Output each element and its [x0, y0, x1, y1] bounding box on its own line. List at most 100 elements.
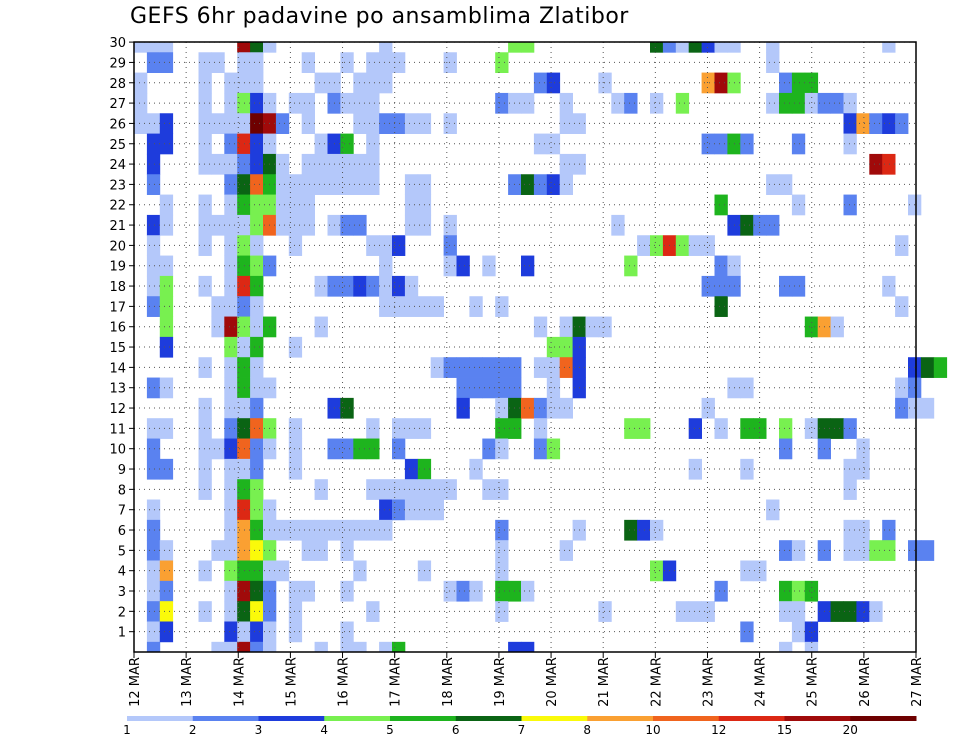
heatmap-cell	[301, 540, 315, 561]
x-tick-label: 20 MAR	[545, 657, 560, 707]
y-tick-label: 16	[109, 321, 126, 336]
heatmap-cell	[146, 174, 161, 195]
heatmap-cell	[495, 479, 509, 500]
heatmap-cell	[250, 418, 264, 439]
heatmap-cell	[366, 438, 380, 460]
heatmap-cell	[224, 296, 238, 317]
heatmap-cell	[224, 214, 238, 236]
heatmap-cell	[198, 479, 212, 500]
legend-swatch	[850, 716, 917, 721]
heatmap-cell	[598, 72, 612, 94]
heatmap-cell	[288, 601, 303, 622]
heatmap-cell	[250, 255, 264, 277]
heatmap-cell	[314, 479, 328, 500]
heatmap-cell	[830, 601, 844, 622]
heatmap-cell	[559, 174, 573, 195]
heatmap-cell	[224, 540, 238, 561]
heatmap-cell	[366, 174, 380, 195]
y-tick-label: 3	[118, 585, 126, 600]
heatmap-cell	[443, 479, 457, 500]
heatmap-cell	[237, 418, 251, 439]
heatmap-cell	[159, 133, 174, 155]
heatmap-cell	[688, 42, 702, 53]
y-tick-label: 23	[109, 178, 126, 193]
heatmap-cell	[237, 316, 251, 338]
heatmap-cell	[688, 601, 702, 622]
heatmap-cell	[830, 418, 844, 439]
heatmap-cell	[237, 194, 251, 216]
heatmap-cell	[159, 580, 174, 602]
heatmap-cell	[791, 601, 806, 622]
heatmap-cell	[920, 540, 935, 561]
heatmap-cell	[456, 377, 470, 399]
heatmap-cell	[404, 296, 419, 317]
heatmap-cell	[791, 72, 806, 94]
heatmap-cell	[533, 418, 548, 439]
heatmap-cell	[675, 601, 690, 622]
heatmap-cell	[237, 72, 251, 94]
legend-swatch	[258, 716, 325, 721]
heatmap-cell	[456, 255, 470, 277]
heatmap-cell	[237, 540, 251, 561]
heatmap-cell	[379, 42, 393, 53]
heatmap-cell	[404, 214, 419, 236]
heatmap-cell	[469, 458, 483, 480]
heatmap-cell	[224, 601, 238, 622]
heatmap-cell	[920, 397, 935, 419]
x-tick-label: 15 MAR	[284, 657, 299, 707]
heatmap-cell	[482, 438, 496, 460]
heatmap-cell	[740, 418, 754, 439]
heatmap-cell	[366, 72, 380, 94]
heatmap-cell	[546, 72, 561, 94]
heatmap-cell	[443, 580, 457, 602]
heatmap-cell	[508, 42, 522, 53]
heatmap-cell	[314, 153, 328, 175]
heatmap-cell	[546, 336, 561, 358]
heatmap-cell	[650, 560, 664, 582]
heatmap-cell	[211, 153, 225, 175]
heatmap-cell	[211, 113, 225, 134]
heatmap-cell	[688, 235, 702, 256]
heatmap-cell	[856, 519, 870, 541]
heatmap-cell	[740, 560, 754, 582]
heatmap-cell	[275, 194, 290, 216]
heatmap-cell	[559, 153, 573, 175]
heatmap-cell	[288, 519, 303, 541]
heatmap-cell	[701, 72, 715, 94]
heatmap-cell	[688, 418, 702, 439]
legend-label: 12	[711, 723, 726, 737]
heatmap-cell	[146, 560, 161, 582]
heatmap-cell	[791, 540, 806, 561]
heatmap-cell	[159, 255, 174, 277]
heatmap-cell	[134, 113, 148, 134]
heatmap-cell	[340, 214, 354, 236]
heatmap-cell	[159, 560, 174, 582]
heatmap-cell	[134, 42, 148, 53]
heatmap-cell	[495, 377, 509, 399]
heatmap-cell	[791, 92, 806, 114]
heatmap-cell	[404, 113, 419, 134]
heatmap-cell	[379, 275, 393, 297]
heatmap-cell	[856, 601, 870, 622]
heatmap-cell	[237, 52, 251, 73]
heatmap-cell	[714, 133, 728, 155]
heatmap-cell	[624, 92, 638, 114]
heatmap-cell	[366, 153, 380, 175]
heatmap-cell	[340, 580, 354, 602]
heatmap-cell	[275, 519, 290, 541]
heatmap-cell	[366, 92, 380, 114]
heatmap-cell	[379, 296, 393, 317]
heatmap-cell	[250, 641, 264, 653]
y-tick-label: 2	[118, 605, 126, 620]
heatmap-cell	[456, 580, 470, 602]
heatmap-cell	[392, 296, 406, 317]
heatmap-cell	[611, 214, 625, 236]
y-tick-label: 15	[109, 341, 126, 356]
heatmap-cell	[314, 641, 328, 653]
heatmap-cell	[404, 418, 419, 439]
heatmap-cell	[250, 153, 264, 175]
heatmap-cell	[314, 540, 328, 561]
heatmap-cell	[198, 113, 212, 134]
heatmap-cell	[404, 174, 419, 195]
heatmap-cell	[533, 72, 548, 94]
